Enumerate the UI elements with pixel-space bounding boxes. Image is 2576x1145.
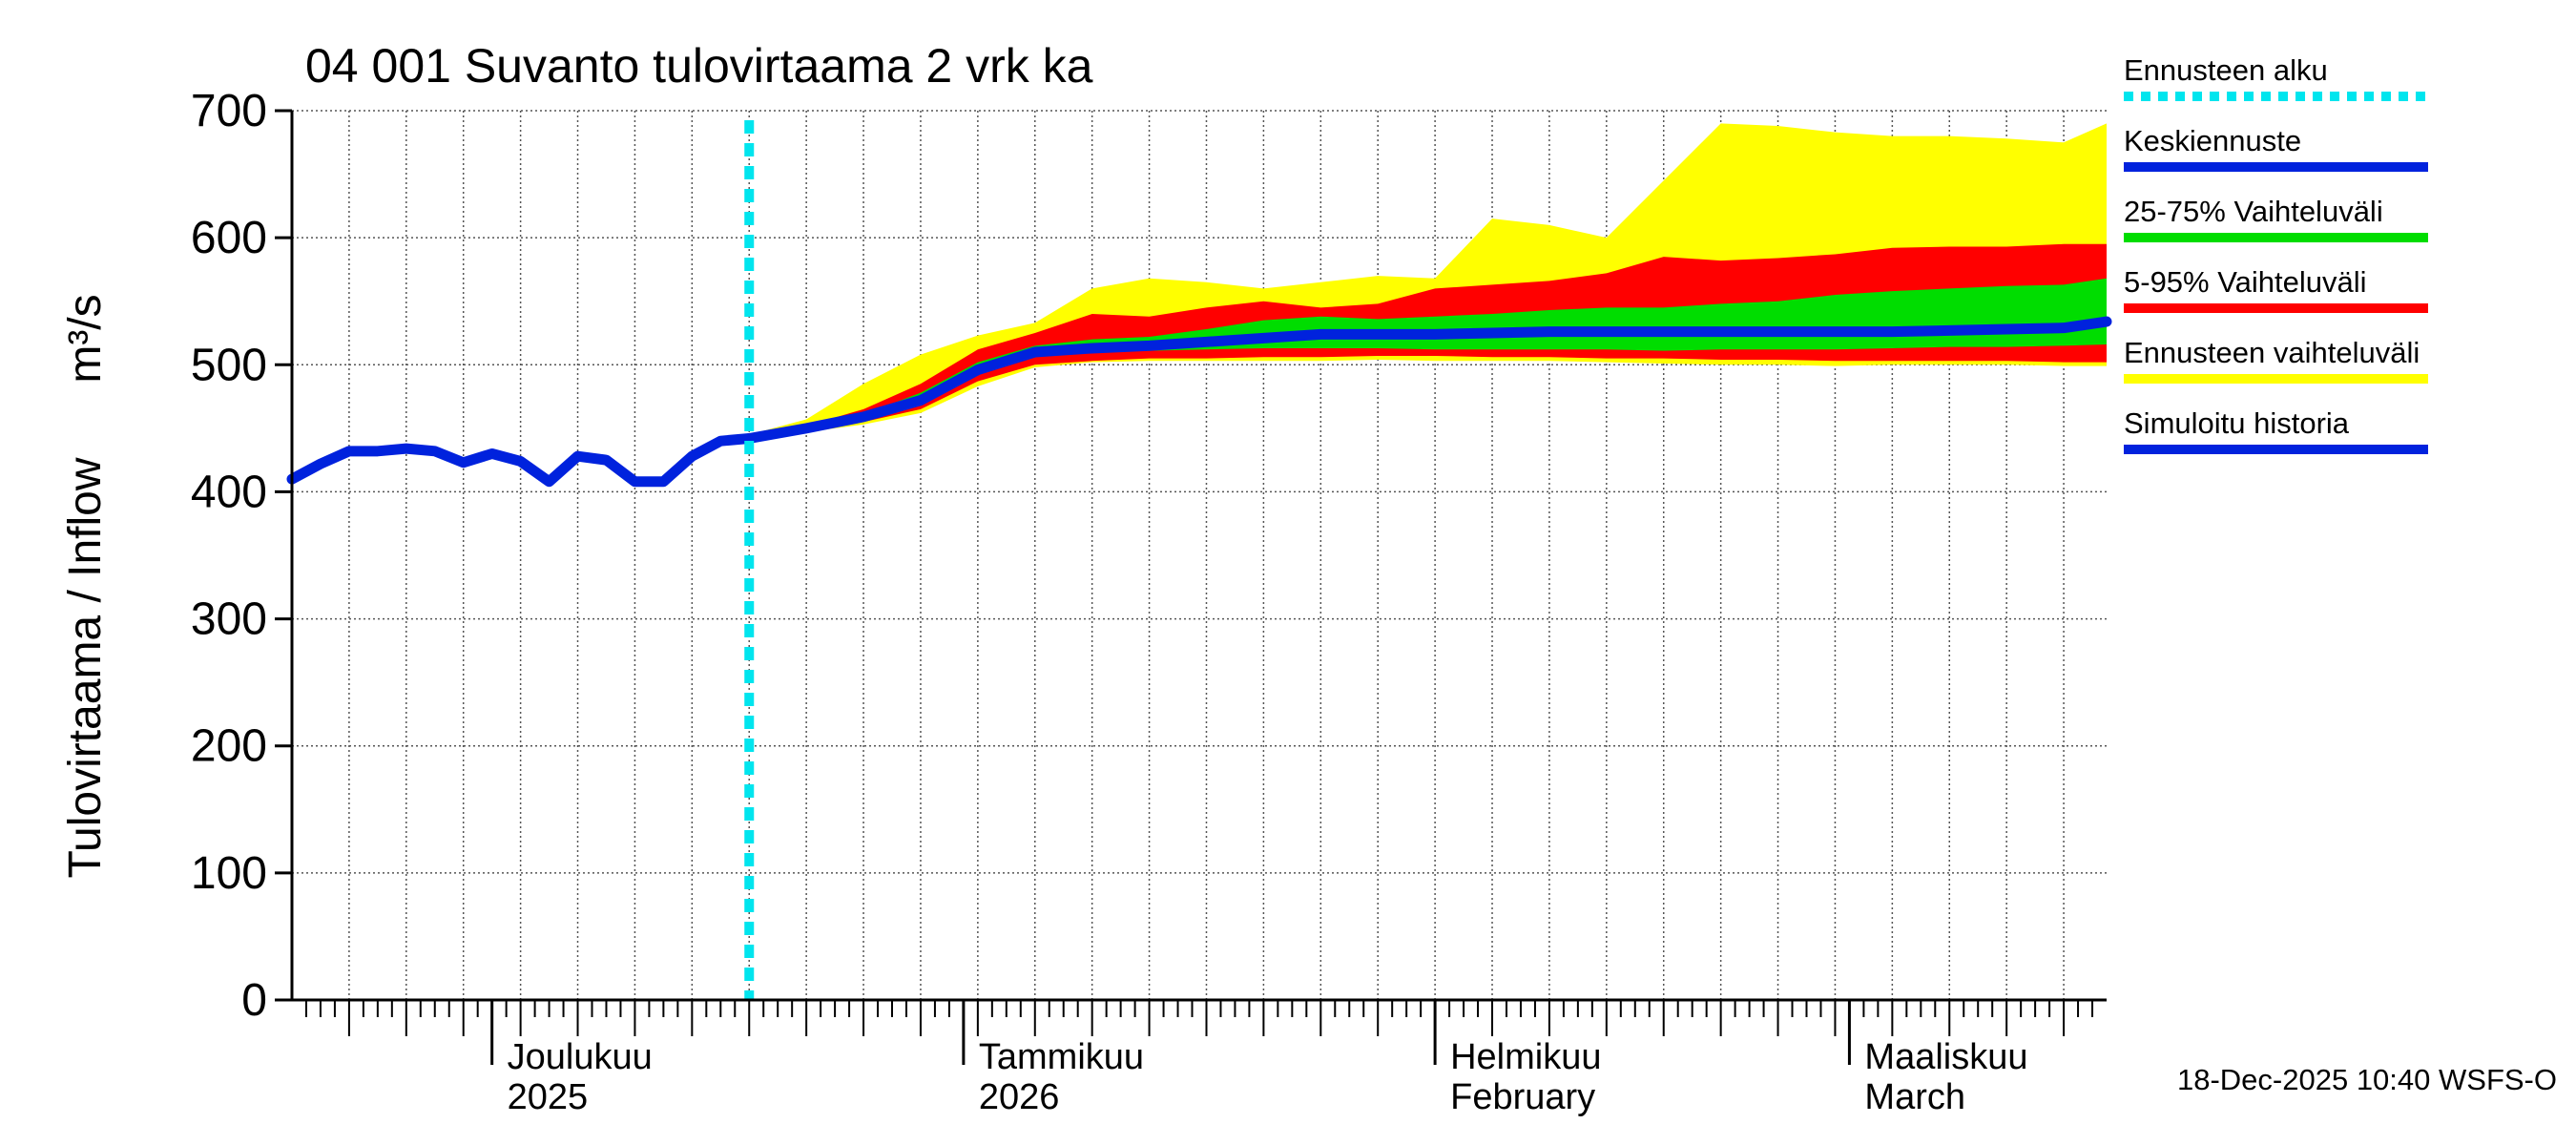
- month-label: Helmikuu: [1450, 1037, 1601, 1077]
- year-label: 2026: [979, 1077, 1060, 1117]
- y-tick-label: 400: [191, 467, 267, 517]
- y-tick-label: 700: [191, 86, 267, 136]
- median-forecast-line: [743, 316, 2112, 445]
- y-tick-label: 0: [241, 975, 267, 1026]
- band-25-75: [749, 278, 2107, 439]
- legend-label: Keskiennuste: [2124, 124, 2301, 157]
- timestamp: 18-Dec-2025 10:40 WSFS-O: [2177, 1063, 2557, 1096]
- chart-title: 04 001 Suvanto tulovirtaama 2 vrk ka: [305, 39, 1093, 93]
- legend-label: 25-75% Vaihteluväli: [2124, 195, 2383, 228]
- legend: Ennusteen alku Keskiennuste 25-75% Vaihtel…: [2124, 53, 2428, 454]
- y-tick-label: 500: [191, 340, 267, 390]
- y-tick-label: 200: [191, 721, 267, 772]
- month-label: Joulukuu: [508, 1037, 653, 1077]
- legend-label: Ennusteen vaihteluväli: [2124, 336, 2420, 369]
- y-tick-label: 600: [191, 213, 267, 263]
- legend-label: Ennusteen alku: [2124, 53, 2328, 87]
- y-axis-unit: m³/s: [60, 294, 111, 383]
- simulated-history-line: [286, 433, 755, 488]
- month-label: Tammikuu: [979, 1037, 1144, 1077]
- legend-label: Simuloitu historia: [2124, 406, 2350, 440]
- month-label: Maaliskuu: [1864, 1037, 2027, 1077]
- y-tick-label: 100: [191, 848, 267, 899]
- legend-label: 5-95% Vaihteluväli: [2124, 265, 2366, 299]
- y-tick-label: 300: [191, 594, 267, 645]
- year-label: February: [1450, 1077, 1595, 1117]
- year-label: March: [1864, 1077, 1965, 1117]
- y-axis-label: Tulovirtaama / Inflow: [60, 457, 111, 878]
- year-label: 2025: [508, 1077, 589, 1117]
